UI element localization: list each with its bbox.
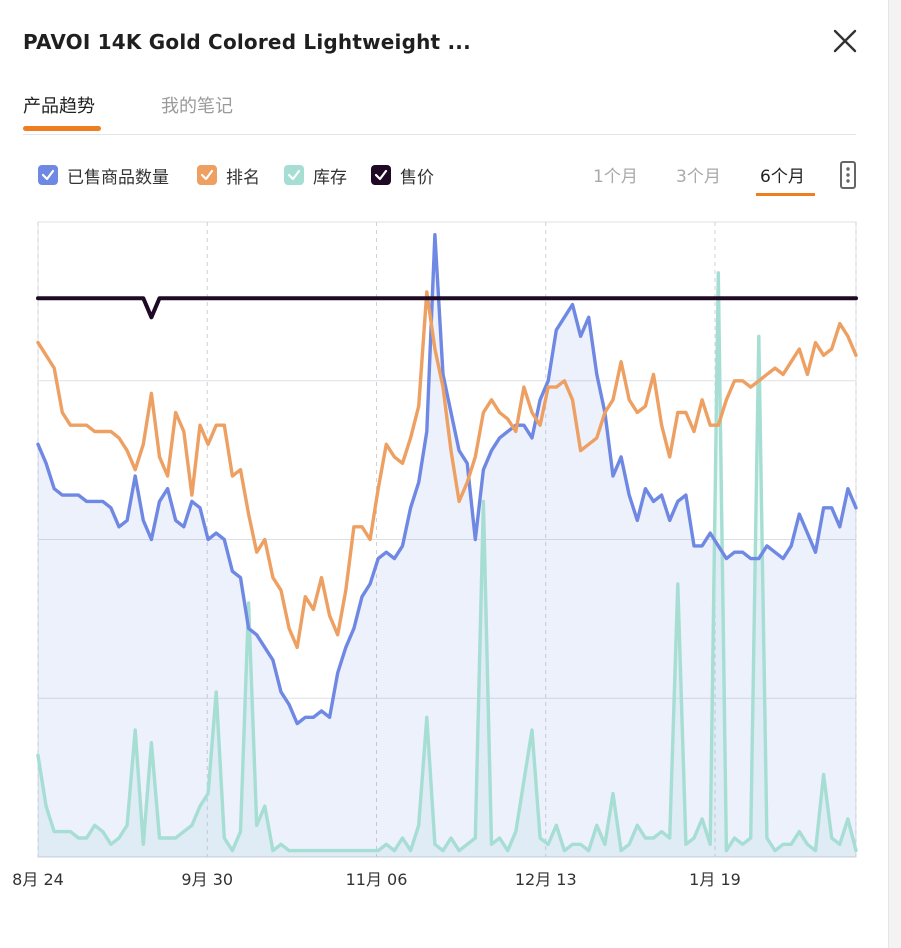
legend-item-price[interactable]: 售价 <box>371 160 434 190</box>
legend-item-rank[interactable]: 排名 <box>197 160 260 190</box>
chart-areas <box>38 234 856 857</box>
x-tick-label: 8月 24 <box>12 870 64 889</box>
legend-item-sold-quantity[interactable]: 已售商品数量 <box>38 160 169 190</box>
series-line <box>36 233 858 726</box>
more-options-icon[interactable] <box>839 160 857 190</box>
tab-product-trend[interactable]: 产品趋势 <box>23 96 95 117</box>
check-icon[interactable] <box>38 165 58 185</box>
series-line <box>36 290 858 650</box>
x-tick-label: 1月 19 <box>689 870 741 889</box>
x-tick-label: 12月 13 <box>515 870 577 889</box>
range-1-month[interactable]: 1个月 <box>593 167 638 187</box>
x-tick-label: 9月 30 <box>181 870 233 889</box>
scrollbar-track[interactable] <box>888 0 901 948</box>
series-area <box>38 234 856 857</box>
legend-item-inventory[interactable]: 库存 <box>284 160 347 190</box>
range-3-months[interactable]: 3个月 <box>676 167 721 187</box>
trend-chart: 8月 24 9月 30 11月 06 12月 13 1月 19 <box>12 221 858 889</box>
product-title: PAVOI 14K Gold Colored Lightweight ... <box>23 30 471 54</box>
series-line <box>36 296 858 320</box>
legend-label: 库存 <box>313 167 347 188</box>
close-icon[interactable] <box>830 26 860 56</box>
legend-label: 排名 <box>226 167 260 188</box>
check-icon[interactable] <box>284 165 304 185</box>
active-tab-indicator <box>23 126 101 131</box>
active-range-indicator <box>756 193 815 196</box>
tab-my-notes[interactable]: 我的笔记 <box>161 96 233 117</box>
x-axis-labels: 8月 24 9月 30 11月 06 12月 13 1月 19 <box>12 870 741 889</box>
range-6-months[interactable]: 6个月 <box>760 167 805 187</box>
chart-grid <box>37 221 857 858</box>
chart-lines <box>36 233 858 853</box>
check-icon[interactable] <box>197 165 217 185</box>
legend-label: 已售商品数量 <box>67 167 169 188</box>
series-line <box>36 271 858 853</box>
tab-bar: 产品趋势 我的笔记 <box>23 90 856 135</box>
check-icon[interactable] <box>371 165 391 185</box>
x-tick-label: 11月 06 <box>346 870 408 889</box>
legend-label: 售价 <box>400 167 434 188</box>
